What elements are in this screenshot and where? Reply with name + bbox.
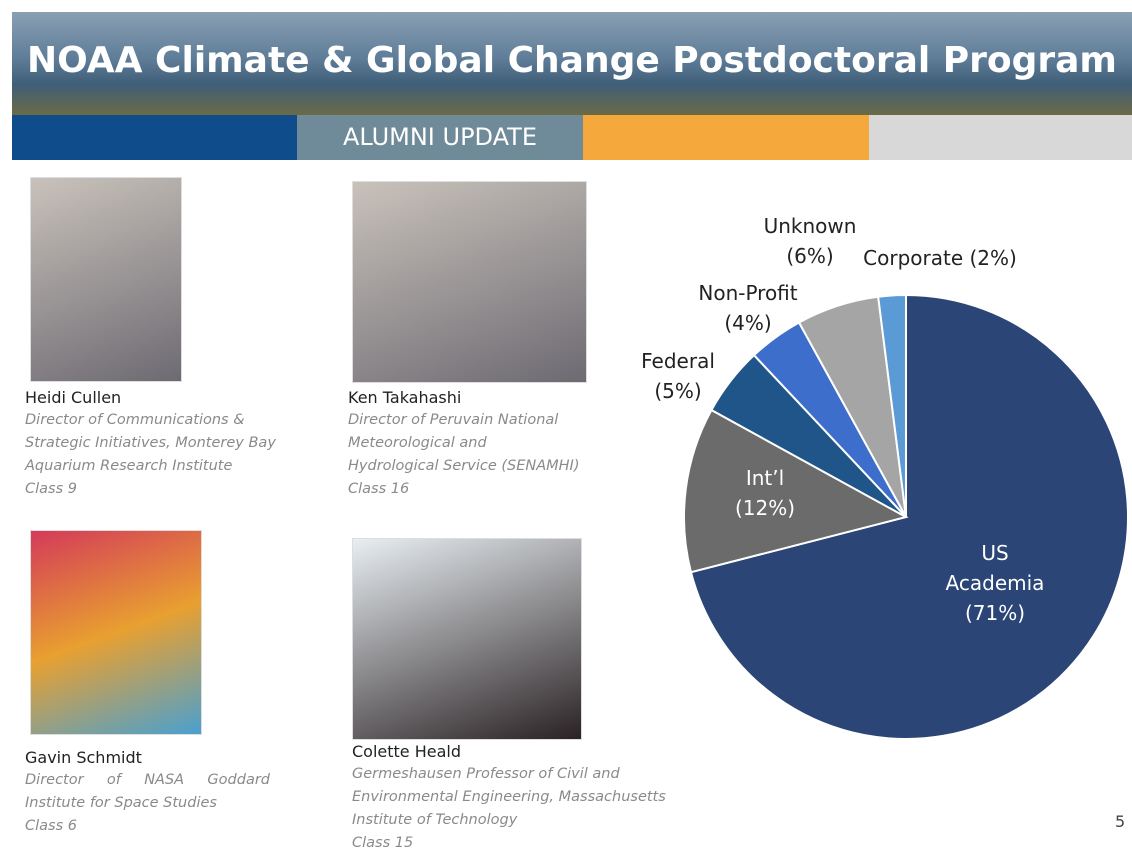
name: Heidi Cullen [25,388,287,407]
slice-label: Unknown(6%) [764,211,857,271]
value-label: (4%) [698,308,797,338]
page-number: 5 [1115,812,1125,831]
role: Director of NASA Goddard Institute for S… [25,769,270,815]
class: Class 16 [348,478,580,501]
role: Director of Peruvain National Meteorolog… [348,409,580,478]
name: Gavin Schmidt [25,748,270,767]
person: Ken Takahashi Director of Peruvain Natio… [348,388,580,501]
slice-label: Int’l(12%) [735,463,795,523]
role: Germeshausen Professor of Civil and Envi… [352,763,682,832]
category: Unknown [764,211,857,241]
banner-text: ALUMNI UPDATE [297,115,583,160]
class: Class 15 [352,832,682,855]
photo [352,181,587,383]
photo [352,538,582,740]
banner: ALUMNI UPDATE [297,115,583,160]
photo [30,177,182,382]
value-label: (71%) [940,598,1050,628]
header: NOAA Climate & Global Change Postdoctora… [12,12,1132,115]
value-label: (12%) [735,493,795,523]
role: Director of Communications & Strategic I… [25,409,287,478]
person: Gavin Schmidt Director of NASA Goddard I… [25,748,270,838]
slice-label: Federal(5%) [641,346,715,406]
slice-label: US Academia(71%) [940,538,1050,628]
category: Corporate [863,246,963,270]
slice-label: Non-Profit(4%) [698,278,797,338]
class: Class 9 [25,478,287,501]
value-label: (6%) [764,241,857,271]
category: Int’l [735,463,795,493]
name: Ken Takahashi [348,388,580,407]
photo [30,530,202,735]
bar-segment [583,115,869,160]
category: Federal [641,346,715,376]
bar-segment [12,115,297,160]
bar-segment [869,115,1132,160]
value-label: (2%) [970,246,1017,270]
pie-chart [660,270,1132,770]
slide: NOAA Climate & Global Change Postdoctora… [0,0,1132,857]
class: Class 6 [25,815,270,838]
person: Heidi Cullen Director of Communications … [25,388,287,501]
category: US Academia [940,538,1050,598]
name: Colette Heald [352,742,682,761]
person: Colette Heald Germeshausen Professor of … [352,742,682,855]
category: Non-Profit [698,278,797,308]
value-label: (5%) [641,376,715,406]
title: NOAA Climate & Global Change Postdoctora… [12,40,1132,81]
slice-label: Corporate (2%) [863,243,1017,273]
